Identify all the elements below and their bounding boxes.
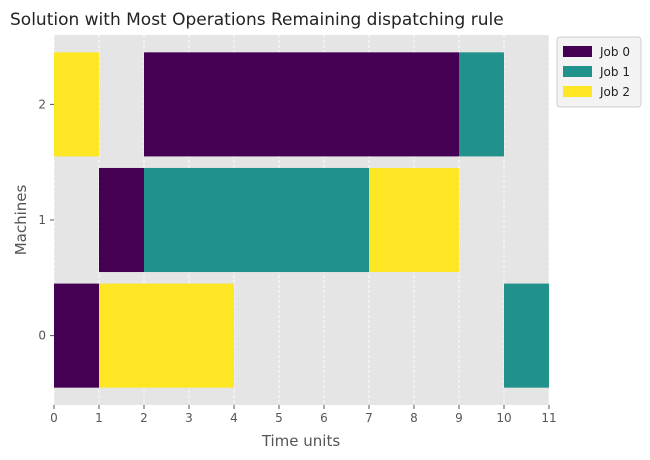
y-tick-label: 2: [38, 97, 46, 111]
task-bar: [144, 167, 369, 273]
task-bar: [504, 283, 549, 388]
legend-swatch: [563, 66, 592, 77]
task-bar: [459, 52, 504, 157]
task-bar: [369, 167, 459, 273]
task-bar: [54, 52, 99, 157]
x-tick-label: 4: [230, 411, 238, 425]
y-tick-label: 0: [38, 329, 46, 343]
x-tick-label: 7: [365, 411, 373, 425]
legend-label: Job 0: [599, 45, 630, 59]
x-tick-label: 0: [50, 411, 58, 425]
legend-label: Job 1: [599, 65, 630, 79]
x-tick-label: 8: [410, 411, 418, 425]
legend-swatch: [563, 86, 592, 97]
task-bar: [99, 283, 234, 388]
x-tick-label: 1: [95, 411, 103, 425]
x-axis-ticks: 0 1 2 3 4 5 6 7 8 9 10 11: [50, 405, 557, 425]
task-bar: [54, 283, 99, 388]
x-tick-label: 11: [541, 411, 556, 425]
y-tick-label: 1: [38, 213, 46, 227]
legend: Job 0 Job 1 Job 2: [556, 36, 642, 108]
task-bar: [99, 167, 144, 273]
y-axis-label: Machines: [12, 185, 30, 256]
x-tick-label: 3: [185, 411, 193, 425]
legend-label: Job 2: [599, 85, 630, 99]
bars-group: [54, 52, 549, 388]
x-tick-label: 5: [275, 411, 283, 425]
x-axis-label: Time units: [261, 432, 341, 450]
chart-title: Solution with Most Operations Remaining …: [10, 10, 504, 30]
y-axis-ticks: 0 1 2: [38, 97, 54, 343]
x-tick-label: 9: [455, 411, 463, 425]
x-tick-label: 2: [140, 411, 148, 425]
legend-swatch: [563, 46, 592, 57]
x-tick-label: 6: [320, 411, 328, 425]
x-tick-label: 10: [496, 411, 511, 425]
task-bar: [144, 52, 459, 157]
